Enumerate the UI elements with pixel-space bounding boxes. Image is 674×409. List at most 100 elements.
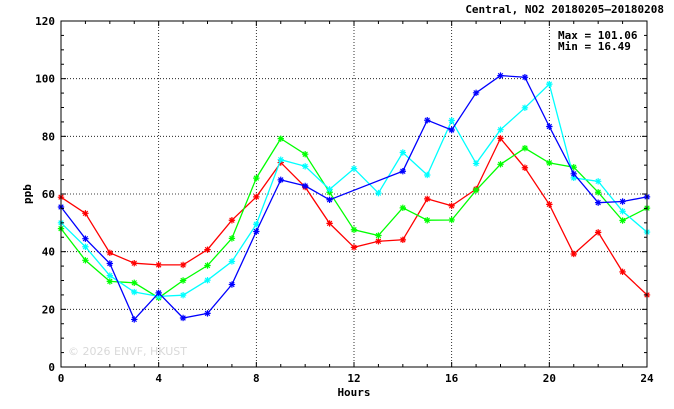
data-point	[228, 281, 236, 288]
data-point	[570, 250, 577, 258]
data-point	[521, 144, 529, 152]
data-point	[228, 258, 236, 265]
x-tick-label: 20	[543, 372, 556, 385]
data-point	[350, 226, 358, 233]
data-point	[497, 72, 504, 79]
data-point	[375, 238, 382, 245]
data-point	[277, 156, 284, 163]
x-tick-label: 24	[640, 372, 654, 385]
data-point	[277, 135, 284, 142]
data-point	[179, 277, 187, 284]
data-point	[106, 272, 114, 279]
data-point	[326, 186, 333, 193]
x-tick-label: 8	[253, 372, 260, 385]
x-tick-label: 16	[445, 372, 459, 385]
data-point	[82, 257, 89, 264]
y-tick-label: 0	[48, 361, 55, 374]
data-point	[155, 289, 162, 297]
data-point	[253, 174, 260, 182]
y-tick-label: 60	[42, 188, 55, 201]
data-point	[179, 261, 187, 269]
data-point	[204, 262, 211, 269]
data-point	[301, 151, 309, 158]
data-point	[350, 244, 358, 251]
data-point	[472, 187, 480, 194]
data-point	[155, 293, 162, 300]
data-point	[204, 310, 211, 317]
data-point	[253, 228, 260, 235]
y-tick-label: 120	[35, 15, 55, 28]
data-point	[472, 160, 480, 167]
data-point	[497, 135, 504, 142]
data-point	[448, 216, 455, 224]
data-point	[82, 243, 89, 250]
data-point	[253, 221, 260, 228]
data-point	[204, 246, 211, 253]
data-point	[619, 198, 626, 205]
axis-ticks: 0 4 8 12 16 20 24 0 20 40 60 80 100 120	[35, 15, 654, 385]
data-point	[399, 204, 407, 212]
data-point	[82, 210, 89, 217]
data-point	[448, 202, 455, 210]
data-point	[253, 193, 260, 201]
y-tick-label: 40	[42, 246, 55, 259]
x-tick-label: 12	[347, 372, 360, 385]
data-point	[375, 189, 382, 197]
data-point	[106, 278, 114, 285]
data-point	[521, 104, 529, 111]
data-point	[301, 163, 309, 170]
y-tick-label: 20	[42, 303, 55, 316]
data-point	[619, 208, 626, 215]
data-point	[326, 220, 333, 227]
data-point	[204, 277, 211, 284]
data-point	[399, 149, 407, 156]
gridlines	[61, 21, 647, 367]
data-point	[424, 217, 431, 224]
data-point	[521, 74, 529, 81]
data-point	[594, 178, 602, 185]
data-point	[570, 174, 577, 182]
data-point	[594, 189, 602, 196]
data-point	[106, 249, 114, 257]
data-point	[546, 201, 553, 208]
max-stat: Max = 101.06	[558, 29, 638, 42]
data-point	[228, 217, 236, 224]
min-stat: Min = 16.49	[558, 40, 631, 53]
data-point	[326, 196, 333, 203]
data-point	[619, 268, 626, 276]
data-point	[131, 260, 138, 267]
y-tick-label: 100	[35, 73, 55, 86]
data-point	[594, 229, 602, 236]
data-point	[594, 199, 602, 206]
data-point	[424, 195, 431, 203]
data-point	[301, 182, 309, 190]
x-tick-label: 0	[58, 372, 65, 385]
y-axis-label: ppb	[21, 184, 34, 204]
data-point	[619, 217, 626, 224]
data-point	[570, 170, 577, 178]
data-point	[179, 314, 187, 322]
x-axis-label: Hours	[337, 386, 370, 399]
data-point	[350, 165, 358, 172]
data-point	[277, 176, 284, 184]
data-point	[82, 235, 89, 242]
data-point	[546, 159, 553, 167]
data-point	[131, 288, 138, 296]
data-point	[131, 316, 138, 323]
data-point	[448, 126, 455, 134]
data-point	[399, 236, 407, 244]
data-point	[155, 261, 162, 269]
data-point	[570, 163, 577, 171]
data-point	[472, 89, 480, 96]
data-point	[228, 235, 236, 242]
data-point	[375, 232, 382, 239]
series-3	[57, 80, 651, 300]
data-point	[448, 117, 455, 124]
y-tick-label: 80	[42, 130, 55, 143]
data-point	[497, 161, 504, 168]
x-tick-label: 4	[155, 372, 162, 385]
data-point	[106, 260, 114, 267]
data-point	[521, 164, 529, 171]
data-point	[399, 168, 407, 175]
